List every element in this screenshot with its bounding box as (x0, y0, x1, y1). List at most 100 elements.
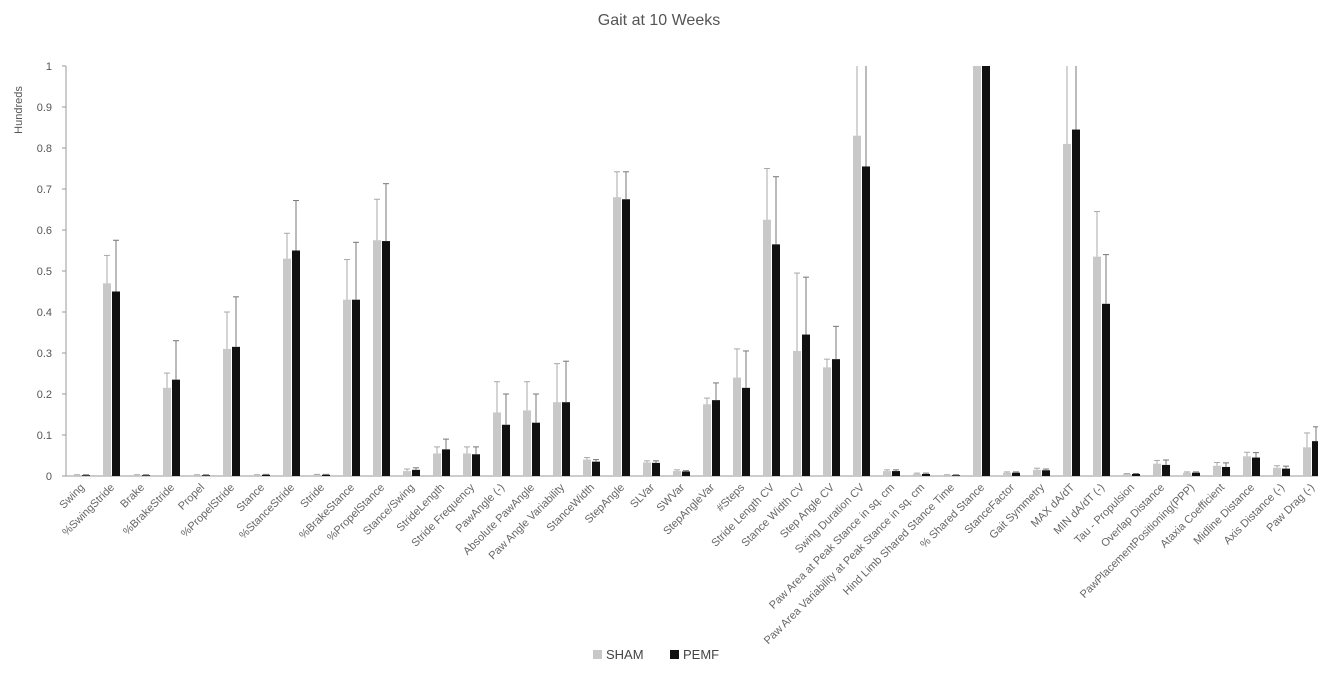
bar-pemf (322, 474, 330, 476)
y-tick-label: 0.1 (37, 430, 52, 442)
x-tick-label: %StanceStride (237, 482, 297, 542)
bar-pemf (922, 473, 930, 476)
bar-sham (853, 135, 861, 476)
bar-pemf (532, 422, 540, 476)
bar-pemf (262, 474, 270, 476)
bar-pemf (292, 250, 300, 476)
y-tick-label: 0.2 (37, 389, 52, 401)
bar-pemf (412, 469, 420, 476)
y-tick-label: 0.6 (37, 225, 52, 237)
bar-sham (493, 412, 501, 476)
x-tick-label: Hind Limb Shared Stance Time (841, 482, 957, 598)
bar-pemf (142, 475, 150, 476)
bar-sham (673, 471, 681, 476)
y-tick-label: 0.8 (37, 143, 52, 155)
chart-title: Gait at 10 Weeks (598, 12, 720, 29)
bar-pemf (1222, 466, 1230, 476)
x-tick-label: %PropelStride (179, 482, 237, 540)
bar-sham (553, 402, 561, 476)
bar-pemf (892, 471, 900, 476)
y-tick-label: 0.3 (37, 348, 52, 360)
bar-sham (1273, 467, 1281, 476)
bar-pemf (442, 449, 450, 476)
bar-pemf (1282, 468, 1290, 476)
bar-pemf (562, 402, 570, 476)
bar-pemf (652, 462, 660, 476)
bar-sham (883, 471, 891, 476)
bar-sham (613, 197, 621, 476)
x-tick-label: SLVar (628, 481, 657, 510)
bar-pemf (742, 387, 750, 476)
bar-pemf (682, 471, 690, 476)
bar-pemf (352, 299, 360, 476)
bar-pemf (1072, 129, 1080, 477)
bar-sham (973, 66, 981, 476)
bar-pemf (232, 346, 240, 476)
bar-sham (433, 453, 441, 476)
bar-pemf (1102, 303, 1110, 476)
bar-sham (763, 219, 771, 476)
bar-sham (283, 258, 291, 476)
bar-pemf (502, 424, 510, 476)
y-tick-label: 0 (46, 471, 52, 483)
legend-label-sham: SHAM (606, 647, 644, 662)
bar-pemf (1192, 472, 1200, 476)
bar-pemf (172, 379, 180, 476)
bar-pemf (1162, 464, 1170, 476)
bar-pemf (1012, 472, 1020, 476)
bar-sham (103, 283, 111, 476)
bar-sham (943, 475, 951, 476)
bar-sham (703, 404, 711, 476)
bar-sham (463, 453, 471, 476)
bar-pemf (622, 199, 630, 476)
bar-sham (1063, 143, 1071, 476)
bar-sham (1033, 469, 1041, 476)
legend-swatch-pemf (670, 650, 679, 659)
y-tick-label: 0.7 (37, 184, 52, 196)
bar-pemf (1132, 473, 1140, 476)
bar-pemf (592, 461, 600, 476)
bar-sham (1213, 465, 1221, 476)
bar-pemf (112, 291, 120, 476)
bar-sham (1003, 472, 1011, 476)
y-tick-label: 0.9 (37, 102, 52, 114)
bar-sham (823, 367, 831, 476)
bar-sham (1093, 256, 1101, 476)
bar-sham (1183, 472, 1191, 476)
bar-pemf (82, 475, 90, 476)
bar-sham (73, 475, 81, 476)
bar-sham (163, 387, 171, 476)
bar-sham (223, 348, 231, 476)
x-ticks: Swing%SwingStride Brake%BrakeStride Propel… (57, 481, 1317, 647)
bar-sham (253, 475, 261, 476)
bar-pemf (982, 66, 990, 476)
bar-sham (1243, 456, 1251, 476)
bar-sham (1123, 473, 1131, 476)
bar-sham (733, 377, 741, 476)
bar-pemf (862, 166, 870, 476)
bar-sham (583, 459, 591, 476)
bar-pemf (472, 454, 480, 476)
bar-pemf (1312, 441, 1318, 476)
legend-label-pemf: PEMF (683, 647, 719, 662)
bar-sham (193, 475, 201, 476)
bar-sham (643, 462, 651, 476)
bar-pemf (772, 244, 780, 476)
bar-sham (373, 240, 381, 476)
bar-pemf (712, 400, 720, 476)
bar-pemf (832, 359, 840, 476)
bar-pemf (202, 475, 210, 476)
y-tick-label: 1 (46, 61, 52, 73)
bar-sham (1303, 447, 1311, 476)
bar-pemf (382, 241, 390, 476)
y-axis-label: Hundreds (13, 86, 25, 134)
bar-sham (1153, 463, 1161, 476)
bars (73, 66, 1318, 477)
axes (65, 66, 1318, 477)
bar-sham (913, 473, 921, 476)
y-tick-label: 0.5 (37, 266, 52, 278)
y-ticks: 0 0.1 0.2 0.3 0.4 0.5 0.6 0.7 0.8 0.9 1 (37, 61, 66, 483)
bar-sham (793, 350, 801, 476)
bar-sham (403, 471, 411, 476)
